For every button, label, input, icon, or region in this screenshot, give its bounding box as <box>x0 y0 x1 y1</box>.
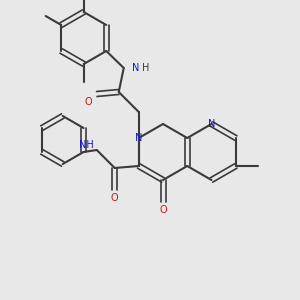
Text: O: O <box>85 97 93 107</box>
Text: O: O <box>111 193 118 203</box>
Text: O: O <box>159 205 167 215</box>
Text: H: H <box>142 63 149 73</box>
Text: N: N <box>132 63 140 73</box>
Text: NH: NH <box>80 140 94 150</box>
Text: N: N <box>208 119 215 129</box>
Text: N: N <box>135 133 142 143</box>
